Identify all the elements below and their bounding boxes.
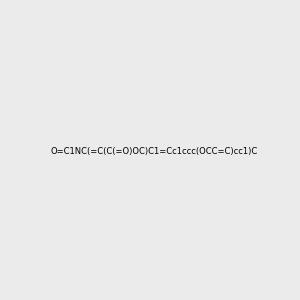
Text: O=C1NC(=C(C(=O)OC)C1=Cc1ccc(OCC=C)cc1)C: O=C1NC(=C(C(=O)OC)C1=Cc1ccc(OCC=C)cc1)C: [50, 147, 257, 156]
